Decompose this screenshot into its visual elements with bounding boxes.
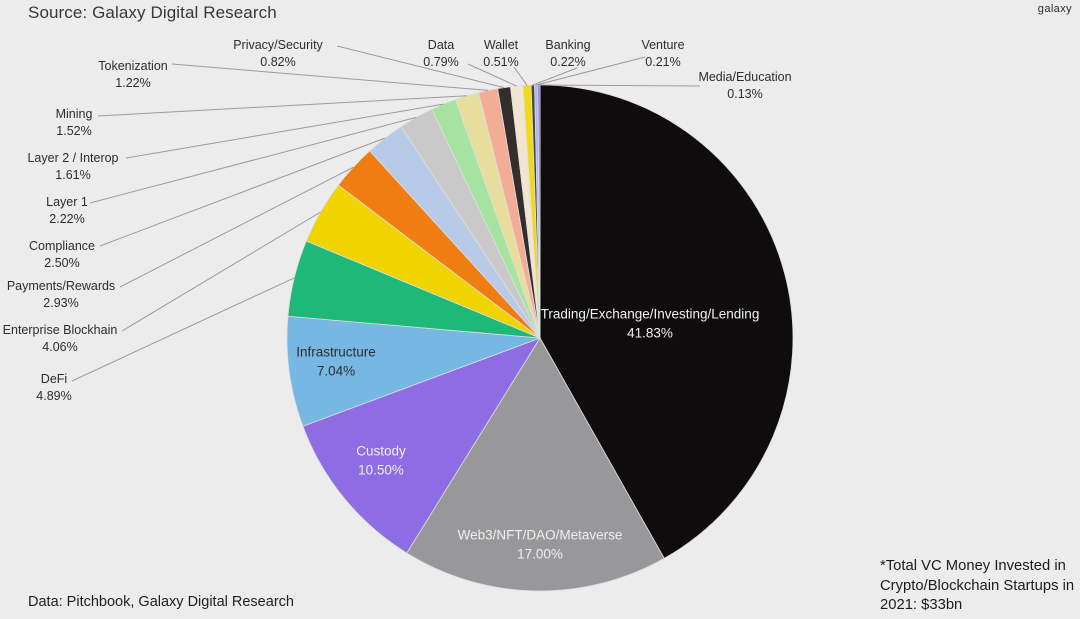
leader-line-layer-1 bbox=[89, 116, 417, 204]
leader-line-data bbox=[467, 63, 517, 87]
pie-slice-trading-exchange-investing-lending bbox=[539, 84, 794, 559]
pie-slice-web3-nft-dao-metaverse bbox=[406, 337, 665, 592]
pie-slice-custody bbox=[302, 337, 541, 554]
leader-line-privacy-security bbox=[336, 45, 505, 89]
total-invested-note-line1: *Total VC Money Invested in bbox=[880, 558, 1066, 574]
leader-line-banking bbox=[532, 67, 578, 86]
source-header: Source: Galaxy Digital Research bbox=[28, 3, 277, 22]
leader-line-venture bbox=[536, 56, 646, 86]
leader-line-compliance bbox=[99, 137, 386, 247]
leader-line-layer-2-interop bbox=[125, 103, 444, 159]
data-source-note: Data: Pitchbook, Galaxy Digital Research bbox=[28, 594, 294, 610]
total-invested-note-line3: 2021: $33bn bbox=[880, 597, 963, 613]
leader-line-payments-rewards bbox=[119, 166, 354, 288]
total-invested-note: *Total VC Money Invested in Crypto/Block… bbox=[880, 557, 1080, 616]
leader-line-media-education bbox=[538, 84, 701, 87]
leader-line-tokenization bbox=[171, 63, 489, 91]
total-invested-note-line2: Crypto/Blockchain Startups in bbox=[880, 577, 1075, 594]
leader-line-defi bbox=[71, 277, 295, 382]
leader-line-enterprise-blockhain bbox=[121, 211, 321, 332]
galaxy-logo: galaxy bbox=[1037, 3, 1072, 15]
leader-line-wallet bbox=[513, 66, 528, 86]
pie-slice-infrastructure bbox=[286, 315, 541, 427]
leader-line-mining bbox=[97, 95, 468, 117]
